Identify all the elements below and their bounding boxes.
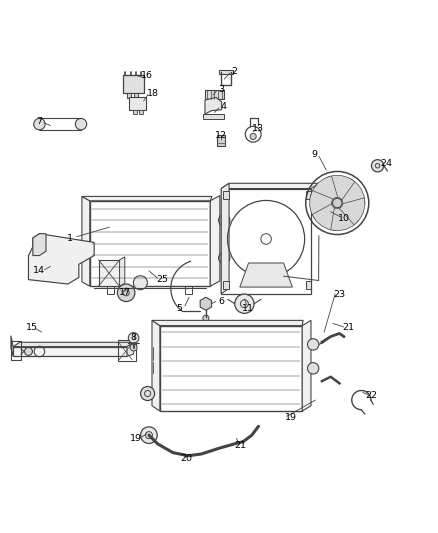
Bar <box>99 260 120 286</box>
Text: 15: 15 <box>25 324 38 332</box>
Text: 24: 24 <box>380 159 392 168</box>
Text: 19: 19 <box>130 434 142 443</box>
Circle shape <box>307 339 319 350</box>
Bar <box>118 340 136 361</box>
Polygon shape <box>221 183 319 189</box>
Bar <box>133 110 137 114</box>
Polygon shape <box>152 320 160 411</box>
Bar <box>205 90 224 99</box>
Circle shape <box>141 427 157 443</box>
Bar <box>306 280 311 289</box>
Bar <box>107 286 114 294</box>
Polygon shape <box>310 191 333 220</box>
Polygon shape <box>205 98 222 114</box>
Bar <box>223 280 229 289</box>
Circle shape <box>117 284 135 302</box>
Text: 13: 13 <box>251 124 264 133</box>
Circle shape <box>130 344 137 351</box>
Polygon shape <box>33 233 46 255</box>
Bar <box>13 346 127 356</box>
Bar <box>160 326 302 411</box>
Bar <box>127 93 131 98</box>
Polygon shape <box>341 179 365 205</box>
Circle shape <box>34 118 45 130</box>
Circle shape <box>25 348 32 356</box>
Bar <box>123 75 144 93</box>
Text: 21: 21 <box>234 441 246 450</box>
Polygon shape <box>13 342 134 346</box>
Polygon shape <box>200 297 212 310</box>
Bar <box>185 286 192 294</box>
Text: 1: 1 <box>67 233 73 243</box>
Text: 7: 7 <box>36 117 42 126</box>
Text: 9: 9 <box>311 150 318 159</box>
Text: 19: 19 <box>285 413 297 422</box>
Polygon shape <box>240 263 293 287</box>
Polygon shape <box>311 176 338 200</box>
Bar <box>11 342 21 360</box>
Circle shape <box>128 333 139 343</box>
Text: 17: 17 <box>119 288 131 297</box>
Bar <box>223 191 229 199</box>
Text: 12: 12 <box>215 131 227 140</box>
Polygon shape <box>82 197 90 286</box>
Text: 18: 18 <box>146 89 159 98</box>
Bar <box>139 110 143 114</box>
Text: 25: 25 <box>156 275 168 284</box>
Circle shape <box>203 315 209 321</box>
Bar <box>129 96 146 110</box>
Circle shape <box>371 159 384 172</box>
Polygon shape <box>127 342 134 356</box>
Polygon shape <box>331 208 358 231</box>
Polygon shape <box>326 175 355 200</box>
Text: 16: 16 <box>141 71 153 80</box>
Text: 22: 22 <box>365 391 378 400</box>
Circle shape <box>235 294 254 313</box>
Polygon shape <box>120 257 125 286</box>
Polygon shape <box>152 320 303 326</box>
Bar <box>134 93 138 98</box>
Polygon shape <box>210 196 220 286</box>
Text: 14: 14 <box>33 266 46 276</box>
Bar <box>90 201 210 286</box>
Circle shape <box>332 198 342 208</box>
Polygon shape <box>28 233 94 284</box>
Polygon shape <box>339 198 365 225</box>
Polygon shape <box>82 197 212 201</box>
Circle shape <box>133 276 147 290</box>
Circle shape <box>141 386 155 400</box>
Bar <box>219 70 233 74</box>
Text: 10: 10 <box>338 214 350 223</box>
Circle shape <box>307 362 319 374</box>
Text: 4: 4 <box>220 102 226 111</box>
Bar <box>203 114 224 119</box>
Polygon shape <box>11 336 13 356</box>
Text: 5: 5 <box>177 304 183 313</box>
Bar <box>306 191 311 199</box>
Text: 20: 20 <box>180 454 192 463</box>
Polygon shape <box>312 204 336 231</box>
Bar <box>221 189 311 294</box>
Bar <box>217 135 225 146</box>
Circle shape <box>250 133 256 140</box>
Text: 2: 2 <box>231 67 237 76</box>
Polygon shape <box>302 320 311 411</box>
Text: 21: 21 <box>342 324 354 332</box>
Circle shape <box>75 118 87 130</box>
Text: 11: 11 <box>241 304 254 313</box>
Text: 3: 3 <box>218 85 224 94</box>
Text: 23: 23 <box>333 290 346 300</box>
Polygon shape <box>221 183 229 294</box>
Text: 8: 8 <box>131 333 137 342</box>
Text: 6: 6 <box>218 297 224 306</box>
